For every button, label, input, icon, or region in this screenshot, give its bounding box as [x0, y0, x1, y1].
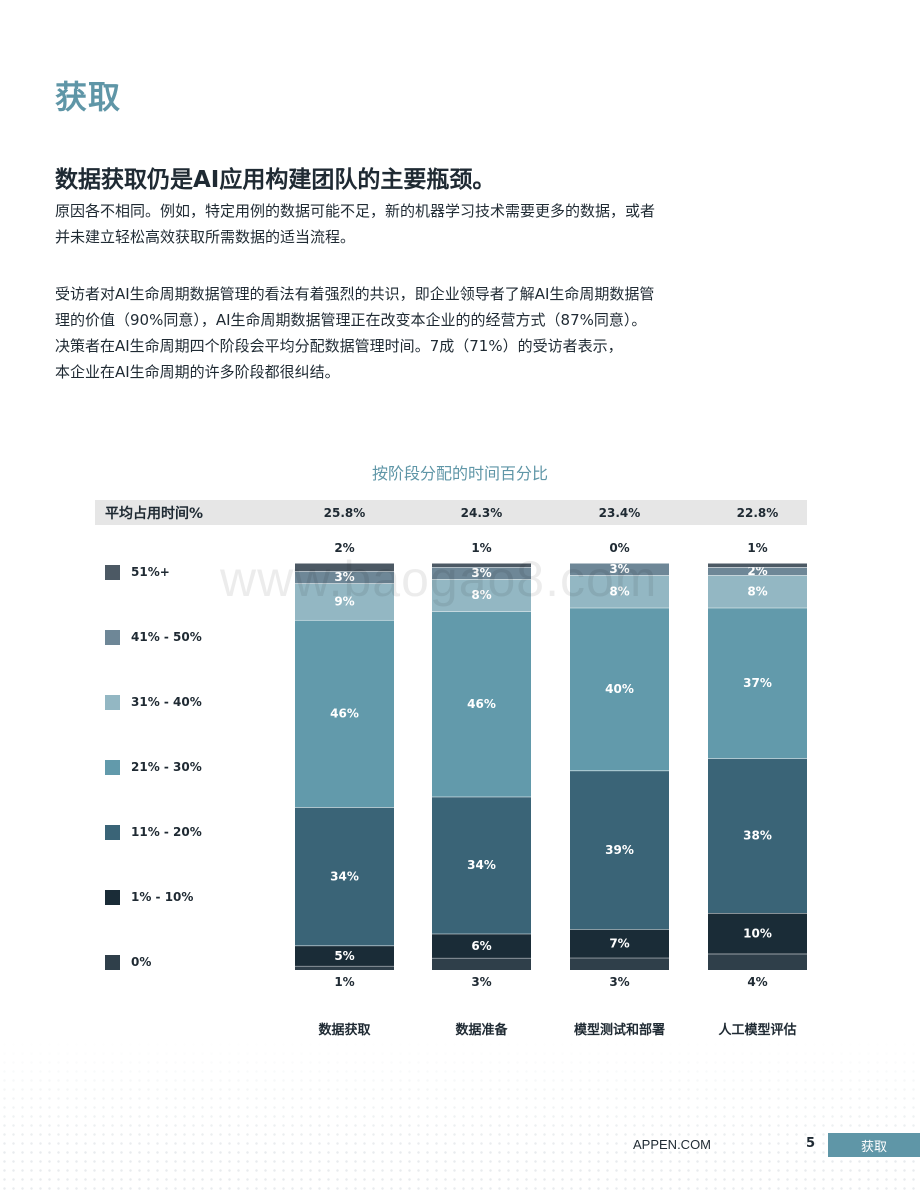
bar-segment	[295, 965, 394, 970]
data-label: 3%	[471, 975, 491, 989]
category-label: 数据准备	[455, 1022, 508, 1038]
data-label: 46%	[330, 707, 359, 721]
bar-segment	[708, 607, 807, 759]
legend-swatch	[105, 890, 120, 905]
data-label: 6%	[471, 939, 491, 953]
data-label: 34%	[330, 869, 359, 883]
legend-label: 1% - 10%	[131, 890, 193, 904]
bar-segment	[432, 567, 531, 580]
legend-swatch	[105, 955, 120, 970]
bar-segment	[295, 619, 394, 808]
bar-segment	[432, 796, 531, 934]
legend-swatch	[105, 825, 120, 840]
bar-segment	[295, 807, 394, 946]
headline: 数据获取仍是AI应用构建团队的主要瓶颈。	[55, 167, 496, 193]
paragraph-intro: 原因各不相同。例如，特定用例的数据可能不足，新的机器学习技术需要更多的数据，或者…	[55, 198, 795, 250]
data-label: 1%	[334, 975, 354, 989]
legend-swatch	[105, 695, 120, 710]
chart-title: 按阶段分配的时间百分比	[371, 464, 548, 483]
average-time-value: 25.8%	[324, 506, 366, 520]
average-time-value: 24.3%	[461, 506, 503, 520]
paragraph-line: 决策者在AI生命周期四个阶段会平均分配数据管理时间。7成（71%）的受访者表示，	[55, 337, 623, 355]
legend-swatch	[105, 630, 120, 645]
data-label: 3%	[609, 562, 629, 576]
data-label: 2%	[747, 564, 767, 578]
category-label: 数据获取	[318, 1022, 371, 1038]
legend-swatch	[105, 760, 120, 775]
data-label: 8%	[747, 584, 767, 598]
data-label: 8%	[471, 588, 491, 602]
data-label: 39%	[605, 843, 634, 857]
paragraph-line: 受访者对AI生命周期数据管理的看法有着强烈的共识，即企业领导者了解AI生命周期数…	[55, 285, 655, 303]
bar-segment	[570, 929, 669, 958]
data-label: 3%	[334, 570, 354, 584]
legend-label: 31% - 40%	[131, 695, 202, 709]
data-label: 8%	[609, 584, 629, 598]
bar-segment	[570, 575, 669, 608]
bar-segment	[708, 758, 807, 914]
footer-section-tab[interactable]: 获取	[828, 1133, 920, 1157]
data-label: 1%	[747, 541, 767, 555]
bar-segment	[432, 611, 531, 797]
data-label: 4%	[747, 975, 767, 989]
data-label: 34%	[467, 858, 496, 872]
category-label: 人工模型评估	[718, 1022, 796, 1038]
bar-segment	[295, 945, 394, 966]
legend-label: 0%	[131, 955, 151, 969]
data-label: 10%	[743, 926, 772, 940]
data-label: 5%	[334, 949, 354, 963]
bar-segment	[570, 957, 669, 970]
footer-site-link[interactable]: APPEN.COM	[633, 1137, 712, 1152]
paragraph-line: 本企业在AI生命周期的许多阶段都很纠结。	[55, 363, 340, 381]
bar-segment	[432, 957, 531, 970]
bar-segment	[708, 567, 807, 576]
data-label: 40%	[605, 682, 634, 696]
paragraph-consensus: 受访者对AI生命周期数据管理的看法有着强烈的共识，即企业领导者了解AI生命周期数…	[55, 281, 795, 385]
average-time-row	[95, 500, 807, 525]
section-title: 获取	[55, 78, 122, 116]
data-label: 2%	[334, 541, 354, 555]
average-time-value: 22.8%	[737, 506, 779, 520]
watermark: www.baogao8.com	[220, 551, 658, 607]
bar-segment	[708, 913, 807, 954]
paragraph-line: 理的价值（90%同意），AI生命周期数据管理正在改变本企业的的经营方式（87%同…	[55, 311, 647, 329]
legend-swatch	[105, 565, 120, 580]
category-label: 模型测试和部署	[574, 1022, 665, 1038]
bar-segment	[432, 933, 531, 958]
bar-segment	[432, 563, 531, 568]
bar-segment	[570, 563, 669, 576]
data-label: 9%	[334, 595, 354, 609]
bar-segment	[708, 953, 807, 970]
average-time-row-label: 平均占用时间%	[105, 505, 203, 522]
legend-label: 41% - 50%	[131, 630, 202, 644]
data-label: 0%	[609, 541, 629, 555]
paragraph-line: 并未建立轻松高效获取所需数据的适当流程。	[55, 228, 356, 246]
bar-segment	[295, 571, 394, 584]
bar-segment	[708, 575, 807, 608]
data-label: 7%	[609, 937, 629, 951]
data-label: 46%	[467, 697, 496, 711]
data-label: 1%	[471, 541, 491, 555]
average-time-value: 23.4%	[599, 506, 641, 520]
data-label: 3%	[609, 975, 629, 989]
paragraph-line: 原因各不相同。例如，特定用例的数据可能不足，新的机器学习技术需要更多的数据，或者	[55, 202, 656, 220]
footer-page-number: 5	[806, 1136, 816, 1151]
bar-segment	[708, 563, 807, 568]
bar-segment	[570, 607, 669, 771]
legend-label: 51%+	[131, 565, 170, 579]
bar-segment	[570, 770, 669, 930]
data-label: 38%	[743, 829, 772, 843]
dot-pattern-background	[0, 1040, 920, 1191]
data-label: 3%	[471, 566, 491, 580]
legend-label: 11% - 20%	[131, 825, 202, 839]
data-label: 37%	[743, 676, 772, 690]
bar-segment	[295, 583, 394, 620]
bar-segment	[432, 579, 531, 612]
legend-label: 21% - 30%	[131, 760, 202, 774]
bar-segment	[295, 563, 394, 572]
